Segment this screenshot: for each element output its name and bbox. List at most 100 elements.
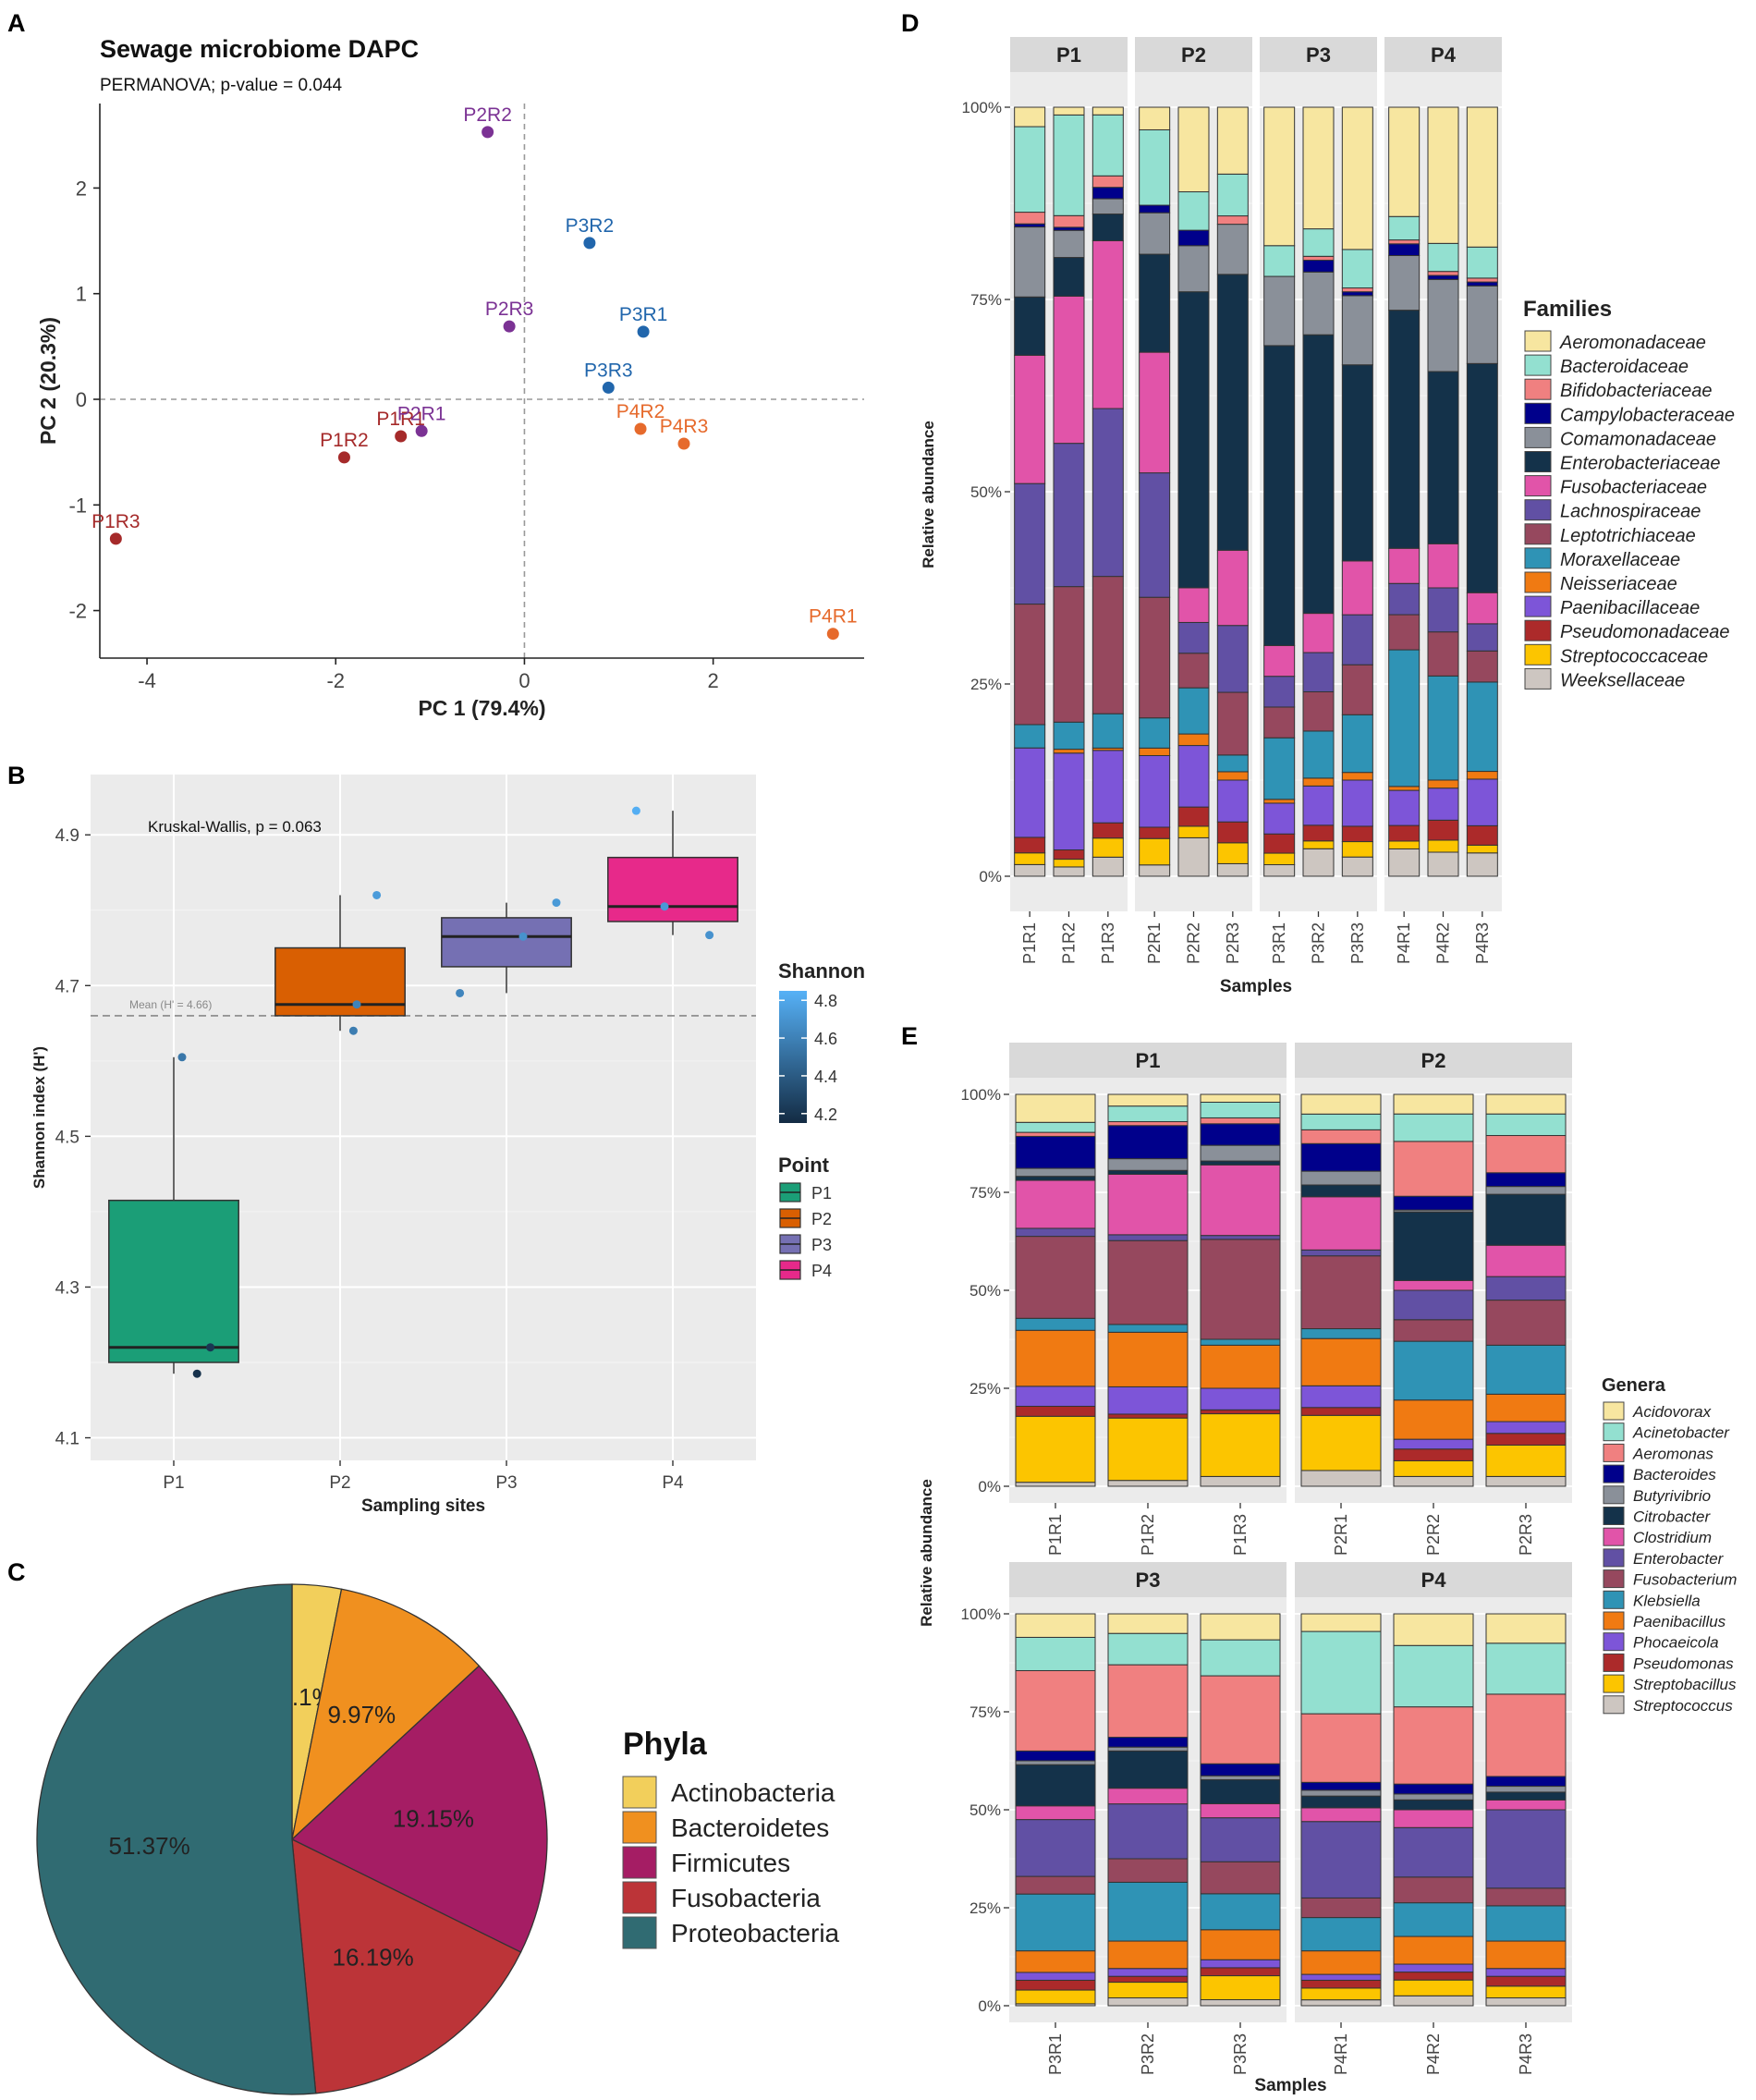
legend-key — [1603, 1611, 1625, 1630]
scatter-point — [337, 451, 350, 464]
bar-segment — [1091, 106, 1124, 116]
bar-segment — [1427, 839, 1459, 853]
bar-segment — [1300, 1414, 1382, 1471]
bar-segment — [1300, 1093, 1382, 1115]
bar-segment — [1200, 1803, 1281, 1819]
x-tick-label: 0 — [518, 669, 530, 692]
legend-label: Bacteroidaceae — [1560, 357, 1689, 377]
bar-segment — [1091, 175, 1124, 189]
x-tick-label: P2R1 — [1332, 1514, 1350, 1556]
x-tick-label: P1R1 — [1046, 1514, 1065, 1556]
scatter-point — [503, 320, 516, 333]
bar-segment — [1107, 1169, 1189, 1175]
mean-label: Mean (H' = 4.66) — [129, 998, 212, 1011]
bar-segment — [1200, 1639, 1281, 1677]
x-axis-title: Samples — [1254, 2076, 1326, 2095]
bar-segment — [1139, 212, 1171, 255]
x-tick-label: P1R2 — [1060, 922, 1079, 964]
shannon-point — [456, 988, 465, 997]
bar-segment — [1015, 1805, 1096, 1821]
legend-key — [1603, 1674, 1625, 1693]
bar-segment — [1302, 106, 1335, 230]
bar-segment — [1053, 866, 1085, 877]
x-tick-label: P2R3 — [1224, 922, 1242, 964]
legend-key — [1524, 402, 1552, 424]
bar-segment — [1014, 212, 1046, 225]
colorbar-tick-label: 4.6 — [814, 1030, 837, 1048]
legend-title-shannon: Shannon — [778, 959, 865, 983]
bar-segment — [1263, 106, 1296, 247]
bar-segment — [1014, 223, 1046, 228]
bar-segment — [1393, 1995, 1474, 2007]
legend-label: P1 — [811, 1184, 832, 1203]
bar-segment — [1216, 779, 1249, 823]
legend-label: Moraxellaceae — [1560, 550, 1680, 570]
legend-label: Paenibacillus — [1633, 1613, 1726, 1630]
bar-segment — [1427, 275, 1459, 280]
bar-segment — [1091, 214, 1124, 241]
bar-segment — [1263, 799, 1296, 804]
panel-label-e: E — [901, 1022, 918, 1050]
bar-segment — [1302, 613, 1335, 653]
bar-segment — [1393, 1644, 1474, 1708]
bar-segment — [1014, 296, 1046, 356]
bar-segment — [1091, 750, 1124, 824]
bar-segment — [1091, 114, 1124, 177]
bar-segment — [1427, 543, 1459, 589]
bar-segment — [1393, 1211, 1474, 1281]
bar-segment — [1302, 652, 1335, 692]
bar-segment — [1388, 310, 1421, 549]
bar-segment — [1300, 1129, 1382, 1144]
bar-segment — [1053, 226, 1085, 231]
bar-segment — [1139, 754, 1171, 828]
bar-segment — [1107, 1234, 1189, 1241]
bar-segment — [1263, 737, 1296, 800]
y-tick-label: 4.1 — [55, 1430, 79, 1449]
scatter-point-label: P3R3 — [584, 360, 633, 381]
y-tick-label: 50% — [969, 1282, 1001, 1300]
x-tick-label: P3R2 — [1310, 922, 1328, 964]
bar-segment — [1014, 482, 1046, 605]
bar-segment — [1015, 1636, 1096, 1671]
bar-segment — [1341, 714, 1373, 774]
bar-segment — [1393, 1826, 1474, 1878]
bar-segment — [1200, 1093, 1281, 1103]
bar-segment — [1177, 191, 1210, 231]
pie-slice-proteobacteria — [36, 1583, 317, 2095]
bar-segment — [1466, 681, 1498, 773]
legend-label: Campylobacteraceae — [1560, 405, 1735, 425]
shannon-point — [518, 932, 528, 941]
bar-segment — [1393, 1448, 1474, 1461]
legend-key — [1603, 1507, 1625, 1525]
x-tick-label: P1 — [163, 1473, 184, 1493]
bar-segment — [1341, 364, 1373, 562]
bar-segment — [1341, 856, 1373, 877]
shannon-point — [177, 1053, 187, 1062]
bar-segment — [1341, 106, 1373, 250]
bar-segment — [1014, 226, 1046, 298]
panel-b-shannon-boxplot: 4.1 4.3 4.5 4.7 4.9 P1 P2 P3 P4 Mean (H' = 4.66) K… — [30, 775, 865, 1516]
bar-segment — [1466, 852, 1498, 877]
bar-segment — [1015, 1760, 1096, 1765]
bar-segment — [1485, 1786, 1567, 1793]
bar-segment — [1393, 1902, 1474, 1937]
shannon-point — [552, 898, 561, 908]
pie-slice-fusobacteria — [291, 1838, 522, 2094]
bar-segment — [1393, 1093, 1474, 1115]
legend-key — [1603, 1485, 1625, 1505]
bar-segment — [1216, 549, 1249, 627]
legend-key — [1603, 1695, 1625, 1715]
bar-segment — [1263, 245, 1296, 277]
bar-segment — [1393, 1809, 1474, 1828]
x-tick-label: P4 — [662, 1473, 684, 1493]
bar-segment — [1485, 1905, 1567, 1942]
x-tick-label: P4R2 — [1424, 2033, 1443, 2075]
bar-segment — [1341, 249, 1373, 289]
x-tick-label: P4R2 — [1434, 922, 1453, 964]
facet-strip — [1135, 37, 1252, 72]
bar-segment — [1393, 1340, 1474, 1401]
legend-key-firmicutes — [622, 1846, 657, 1879]
panel-a-dapc-scatter: Sewage microbiome DAPC PERMANOVA; p-value… — [36, 35, 864, 720]
colorbar-tick-label: 4.2 — [814, 1105, 837, 1124]
bar-segment — [1302, 785, 1335, 826]
